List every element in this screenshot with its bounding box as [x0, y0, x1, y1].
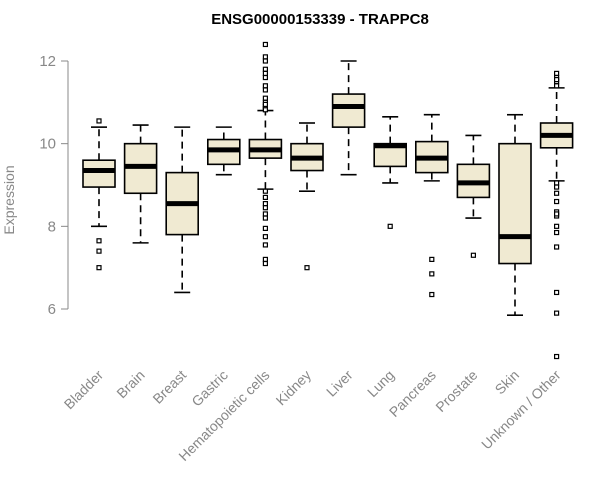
x-tick-label: Liver — [323, 367, 356, 400]
outlier-point — [262, 211, 268, 217]
outlier-point — [429, 256, 435, 262]
outlier-point — [262, 41, 268, 48]
outlier-point — [553, 76, 560, 83]
outlier-point — [262, 234, 268, 240]
outlier-point — [262, 194, 268, 200]
x-tick-label: Unknown / Other — [478, 367, 564, 453]
box-kidney — [290, 122, 324, 271]
x-tick-label: Prostate — [432, 367, 480, 415]
outlier-point — [262, 58, 268, 64]
outlier-point — [96, 118, 102, 124]
outlier-point — [262, 95, 268, 101]
outlier-point — [553, 289, 560, 296]
x-tick-label: Brain — [113, 367, 147, 401]
y-axis-label: Expression — [1, 165, 17, 234]
outlier-point — [553, 229, 560, 236]
box-group — [82, 41, 574, 360]
outlier-point — [553, 83, 560, 89]
outlier-point — [553, 211, 560, 217]
outlier-point — [429, 291, 435, 298]
box-skin — [498, 113, 532, 317]
outlier-point — [262, 201, 268, 207]
outlier-point — [96, 265, 102, 271]
outlier-point — [553, 353, 560, 360]
outlier-point — [387, 223, 393, 229]
x-tick-label: Kidney — [273, 367, 315, 409]
box-bladder — [82, 118, 116, 271]
chart-title: ENSG00000153339 - TRAPPC8 — [211, 11, 429, 28]
x-tick-label: Breast — [149, 367, 189, 407]
outlier-point — [262, 188, 268, 194]
outlier-point — [553, 223, 560, 229]
outlier-point — [553, 70, 560, 77]
box-prostate — [456, 134, 491, 258]
y-axis: 6 8 10 12 — [39, 53, 69, 318]
outlier-point — [262, 83, 268, 89]
box-gastric — [207, 126, 241, 176]
x-tick-label: Bladder — [61, 367, 107, 413]
box-pancreas — [414, 113, 449, 298]
outlier-point — [96, 238, 102, 244]
outlier-point — [262, 54, 268, 60]
outlier-point — [262, 215, 268, 221]
outlier-point — [262, 205, 268, 211]
box-unknown-other — [539, 70, 574, 360]
outlier-point — [553, 180, 560, 186]
outlier-point — [262, 242, 268, 248]
outlier-point — [262, 70, 268, 77]
iqr-box — [498, 142, 532, 265]
iqr-box — [331, 93, 366, 128]
y-tick-label: 8 — [48, 218, 56, 235]
outlier-point — [262, 101, 268, 108]
outlier-point — [262, 107, 268, 113]
outlier-point — [553, 190, 560, 196]
box-hematopoietic-cells — [248, 41, 283, 267]
outlier-point — [262, 66, 268, 72]
y-tick-label: 12 — [39, 53, 56, 70]
outlier-point — [304, 265, 310, 271]
outlier-point — [470, 252, 476, 258]
outlier-point — [262, 225, 268, 231]
outlier-point — [553, 310, 560, 316]
outlier-point — [96, 248, 102, 254]
outlier-point — [553, 198, 560, 205]
outlier-point — [262, 74, 268, 81]
outlier-point — [262, 256, 268, 262]
box-liver — [331, 60, 366, 176]
iqr-box — [82, 159, 116, 188]
outlier-point — [553, 184, 560, 190]
box-brain — [123, 124, 158, 244]
x-tick-label: Skin — [492, 367, 523, 398]
x-tick-label: Lung — [364, 367, 397, 400]
outlier-point — [262, 87, 268, 93]
box-breast — [165, 126, 199, 294]
outlier-point — [429, 271, 435, 277]
outlier-point — [262, 260, 268, 267]
outlier-point — [553, 244, 560, 250]
y-tick-label: 6 — [48, 301, 56, 318]
box-lung — [373, 116, 408, 229]
y-tick-label: 10 — [39, 136, 56, 153]
